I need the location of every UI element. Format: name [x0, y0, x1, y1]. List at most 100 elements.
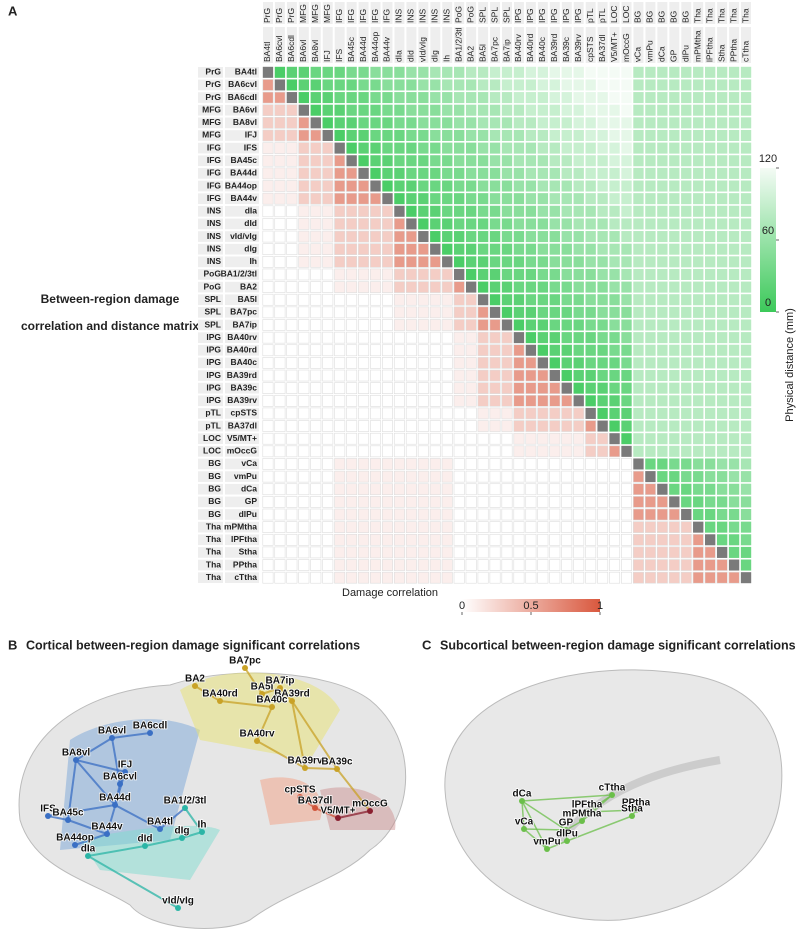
correlation-cell [501, 571, 513, 584]
distance-cell [513, 218, 525, 230]
correlation-cell [489, 394, 501, 407]
col-label: cpSTS [585, 36, 595, 62]
correlation-cell [382, 369, 393, 382]
row-label-bg [198, 104, 223, 116]
diagonal-cell [609, 433, 620, 445]
distance-cell [704, 79, 716, 91]
correlation-cell [310, 357, 322, 369]
distance-cell [740, 268, 752, 280]
node-label: BA39c [321, 757, 353, 768]
col-label-bg [310, 27, 321, 63]
distance-cell [681, 79, 692, 91]
distance-cell [418, 66, 429, 78]
correlation-cell [632, 470, 644, 483]
distance-cell [525, 193, 537, 205]
panel-label: A [8, 3, 18, 18]
correlation-cell [417, 331, 429, 344]
correlation-cell [322, 470, 334, 483]
distance-cell [489, 92, 501, 104]
distance-cell [609, 268, 620, 280]
node [72, 842, 78, 848]
node [633, 807, 639, 813]
correlation-cell [668, 521, 680, 533]
correlation-cell [298, 117, 310, 129]
distance-cell [346, 104, 357, 116]
correlation-cell [429, 344, 441, 357]
correlation-cell [393, 546, 405, 559]
correlation-cell [262, 243, 274, 256]
correlation-cell [453, 445, 465, 458]
correlation-cell [346, 420, 358, 432]
distance-cell [716, 205, 728, 217]
correlation-cell [358, 407, 370, 420]
correlation-cell [322, 382, 334, 394]
distance-cell [477, 104, 489, 116]
correlation-cell [597, 483, 609, 496]
distance-cell [716, 395, 728, 407]
distance-cell [406, 180, 417, 192]
correlation-cell [716, 571, 728, 584]
distance-cell [501, 256, 513, 268]
distance-cell [728, 357, 740, 369]
row-label: vmPu [234, 471, 257, 481]
correlation-cell [525, 445, 537, 458]
distance-cell [525, 92, 537, 104]
correlation-cell [322, 458, 334, 470]
correlation-cell [453, 394, 465, 407]
col-label-bg [298, 2, 309, 24]
correlation-cell [322, 571, 334, 584]
distance-cell [430, 92, 441, 104]
edge [565, 820, 583, 831]
edge [337, 810, 371, 819]
row-region: IFG [207, 142, 222, 152]
correlation-cell [310, 546, 322, 559]
distance-cell [322, 79, 333, 91]
col-region: pTL [585, 8, 595, 23]
row-region: BG [208, 496, 221, 506]
correlation-cell [310, 407, 322, 420]
correlation-cell [465, 559, 477, 571]
distance-cell [657, 395, 668, 407]
node-label: PPtha [622, 798, 651, 809]
col-label: BA5l [477, 44, 487, 62]
correlation-cell [429, 571, 441, 584]
correlation-cell [334, 281, 346, 293]
distance-cell [537, 180, 549, 192]
correlation-cell [656, 521, 668, 533]
brain-left [18, 672, 407, 929]
correlation-cell [692, 546, 704, 559]
row-label-bg [198, 332, 223, 343]
correlation-cell [298, 268, 310, 281]
correlation-cell [274, 546, 286, 559]
distance-cell [693, 92, 704, 104]
distance-cell [633, 167, 644, 179]
col-label-bg [657, 2, 668, 24]
distance-cell [740, 319, 752, 331]
distance-cell [597, 205, 608, 217]
correlation-cell [680, 533, 692, 546]
correlation-cell [358, 420, 370, 432]
distance-cell [501, 281, 513, 293]
distance-cell [645, 167, 656, 179]
distance-cell [645, 129, 656, 142]
distance-cell [501, 155, 513, 167]
correlation-cell [334, 369, 346, 382]
col-region: IPG [525, 8, 535, 23]
distance-cell [418, 79, 429, 91]
distance-cell [561, 218, 572, 230]
distance-cell [406, 142, 417, 154]
node [584, 809, 590, 815]
distance-cell [693, 433, 704, 445]
distance-cell [513, 79, 525, 91]
distance-cell [489, 205, 501, 217]
correlation-cell [453, 369, 465, 382]
distance-cell [633, 357, 644, 369]
row-label-bg [225, 294, 259, 306]
col-label: BA44d [358, 36, 368, 62]
correlation-cell [477, 483, 489, 496]
distance-cell [585, 205, 596, 217]
col-region: IPG [537, 8, 547, 23]
edge [291, 700, 306, 769]
row-label-bg [225, 572, 259, 583]
correlation-cell [310, 129, 322, 142]
